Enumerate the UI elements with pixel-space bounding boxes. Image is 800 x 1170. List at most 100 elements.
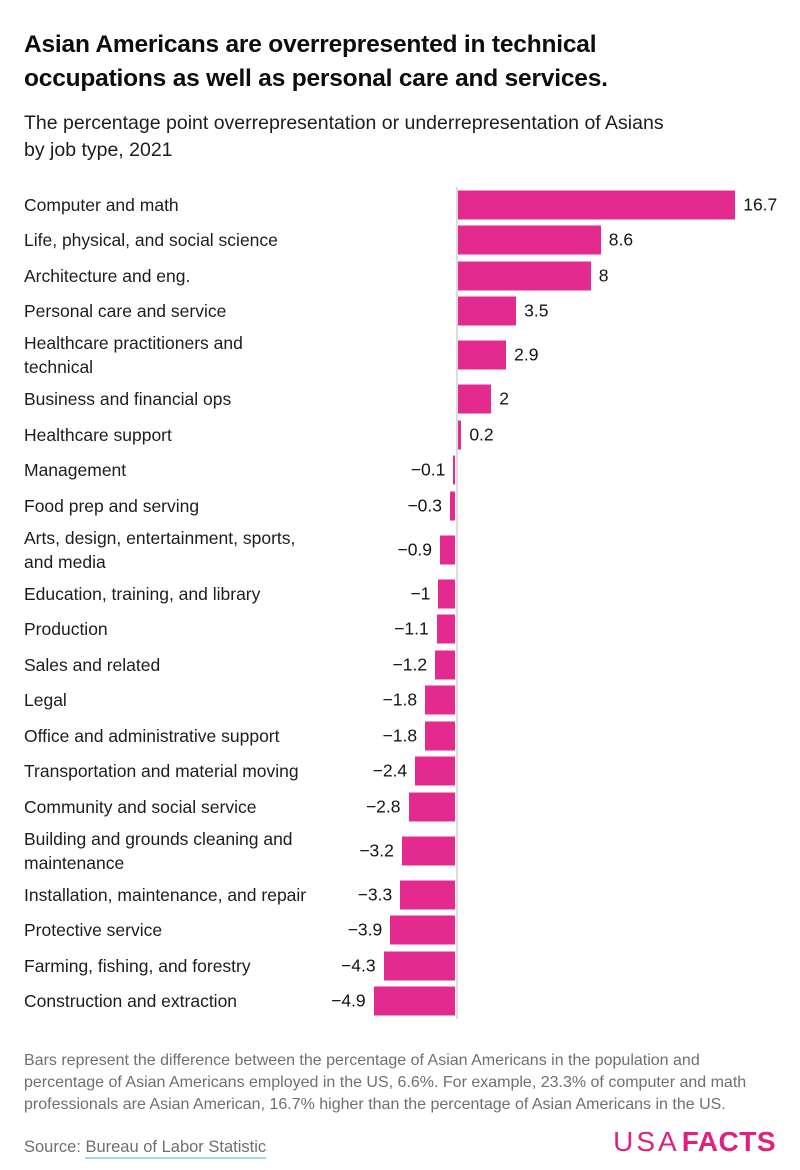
value-label: −1.8 [382,689,418,710]
chart-row: Building and grounds cleaning and mainte… [0,825,800,878]
source-prefix: Source: [24,1138,86,1156]
chart-row: Sales and related −1.2 [0,647,800,683]
bar [458,225,601,255]
bar [458,190,736,220]
bar [458,261,591,291]
category-label: Food prep and serving [24,495,200,516]
category-label: Building and grounds cleaning and mainte… [24,828,293,873]
category-label: Legal [24,690,67,711]
zero-axis-line [456,187,458,1019]
category-label: Protective service [24,920,163,941]
chart-row: Business and financial ops 2 [0,382,800,418]
chart-row: Life, physical, and social science 8.6 [0,223,800,259]
logo-usa-text: USA [613,1126,680,1157]
value-label: −2.8 [365,796,401,817]
chart-row: Food prep and serving −0.3 [0,488,800,524]
bar [458,420,462,450]
value-label: −3.3 [357,884,393,905]
value-label: 16.7 [743,194,778,215]
source-link[interactable]: Bureau of Labor Statistic [85,1138,267,1159]
bar [415,756,455,786]
bar [400,880,455,910]
value-label: −1 [410,583,431,604]
bar [458,340,507,370]
value-label: 2 [499,388,509,409]
chart-row: Personal care and service 3.5 [0,294,800,330]
chart-row: Installation, maintenance, and repair −3.… [0,877,800,913]
chart-header: Asian Americans are overrepresented in t… [0,0,800,164]
bar [436,614,455,644]
chart-footer: Bars represent the difference between th… [0,1019,800,1159]
usafacts-logo: USAFACTS [613,1127,776,1157]
chart-row: Arts, design, entertainment, sports, and… [0,524,800,577]
bar [458,296,517,326]
category-label: Business and financial ops [24,389,232,410]
category-label: Office and administrative support [24,725,280,746]
category-label: Transportation and material moving [24,761,299,782]
value-label: −4.9 [331,990,366,1011]
value-label: −0.9 [397,539,433,560]
bar [435,650,455,680]
category-label: Community and social service [24,796,257,817]
value-label: −3.9 [347,919,383,940]
chart-subtitle: The percentage point overrepresentation … [24,112,664,161]
chart-row: Healthcare practitioners and technical 2.… [0,329,800,382]
bar [390,915,455,945]
category-label: Management [24,460,127,481]
bar [425,685,455,715]
chart-row: Architecture and eng. 8 [0,258,800,294]
category-label: Education, training, and library [24,583,261,604]
chart-row: Farming, fishing, and forestry −4.3 [0,948,800,984]
category-label: Computer and math [24,194,179,215]
value-label: −1.8 [382,725,418,746]
value-label: −3.2 [359,840,394,861]
value-label: 8.6 [608,229,634,250]
bar [450,491,455,521]
chart-row: Construction and extraction −4.9 [0,984,800,1020]
chart-row: Management −0.1 [0,453,800,489]
chart-row: Healthcare support 0.2 [0,417,800,453]
value-label: −2.4 [372,760,408,781]
category-label: Healthcare support [24,424,172,445]
category-label: Arts, design, entertainment, sports, and… [24,527,296,572]
category-label: Farming, fishing, and forestry [24,955,251,976]
category-label: Installation, maintenance, and repair [24,884,307,905]
bar [440,535,455,565]
bar [408,792,455,822]
chart-row: Education, training, and library −1 [0,576,800,612]
source-line: Source: Bureau of Labor Statistic [24,1138,267,1159]
chart-row: Office and administrative support −1.8 [0,718,800,754]
bar [373,986,455,1016]
footnote: Bars represent the difference between th… [24,1052,747,1113]
category-label: Production [24,619,108,640]
chart-row: Transportation and material moving −2.4 [0,754,800,790]
category-label: Life, physical, and social science [24,230,278,251]
bar [453,455,455,485]
chart-row: Computer and math 16.7 [0,187,800,223]
category-label: Architecture and eng. [24,265,191,286]
value-label: 3.5 [524,300,549,321]
chart-title: Asian Americans are overrepresented in t… [24,31,608,92]
category-label: Construction and extraction [24,991,238,1012]
bar [425,721,455,751]
value-label: 2.9 [514,344,539,365]
bar [438,579,455,609]
value-label: 8 [598,265,609,286]
bar [383,951,455,981]
bar [401,836,455,866]
category-label: Sales and related [24,654,161,675]
chart-row: Community and social service −2.8 [0,789,800,825]
category-label: Personal care and service [24,301,227,322]
logo-facts-text: FACTS [681,1126,776,1157]
chart-row: Production −1.1 [0,612,800,648]
value-label: 0.2 [469,424,494,445]
chart-row: Legal −1.8 [0,683,800,719]
bar [458,384,492,414]
bar-chart: Computer and math 16.7 Life, physical, and… [0,187,800,1019]
value-label: −1.1 [394,618,429,639]
value-label: −0.3 [407,495,443,516]
category-label: Healthcare practitioners and technical [24,333,243,378]
value-label: −0.1 [410,459,446,480]
chart-row: Protective service −3.9 [0,913,800,949]
source-row: Source: Bureau of Labor Statistic USAFAC… [24,1127,776,1159]
